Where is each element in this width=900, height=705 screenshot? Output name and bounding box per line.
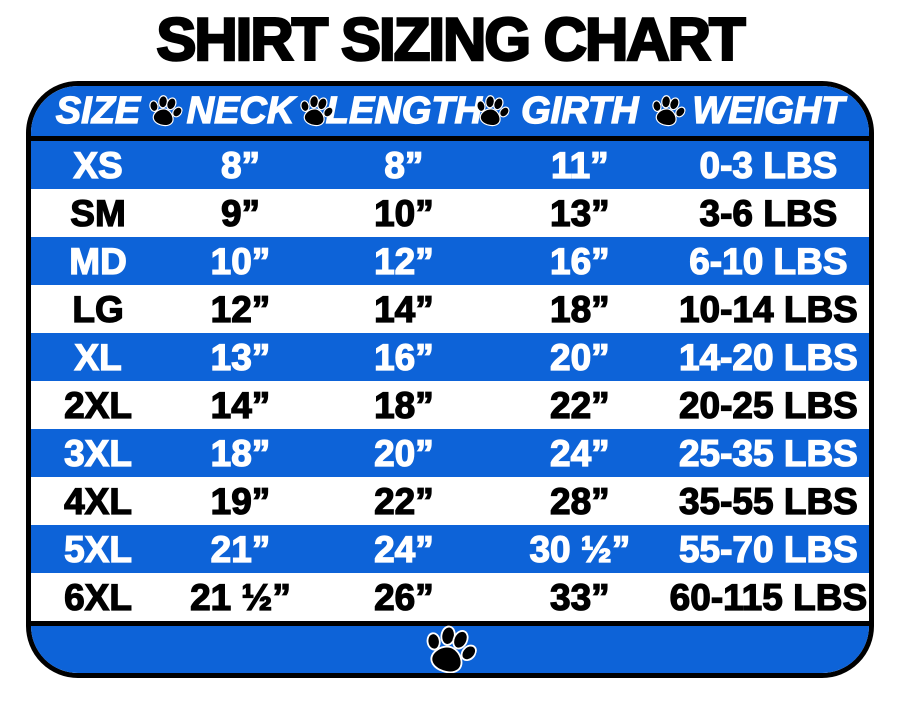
table-cell: 3XL	[63, 432, 132, 474]
header-girth: GIRTH	[520, 90, 639, 132]
table-row: LG 12” 14” 18” 10-14 LBS	[31, 285, 869, 333]
header-length: LENGTH	[325, 90, 483, 132]
table-cell: 10”	[373, 192, 434, 234]
table-cell: 18”	[373, 384, 434, 426]
table-cell: 14-20 LBS	[678, 336, 858, 378]
table-cell: 10”	[210, 240, 271, 282]
page-title: SHIRT SIZING CHART	[155, 6, 747, 73]
paw-icon	[417, 617, 483, 678]
table-cell: 25-35 LBS	[678, 432, 858, 474]
table-cell: 16”	[373, 336, 434, 378]
table-row: 4XL 19” 22” 28” 35-55 LBS	[31, 477, 869, 525]
table-cell: 21 ½”	[189, 576, 291, 618]
table-cell: 11”	[550, 144, 609, 186]
table-cell: 30 ½”	[529, 528, 631, 570]
table-cell: 14”	[373, 288, 434, 330]
table-row: XL 13” 16” 20” 14-20 LBS	[31, 333, 869, 381]
table-cell: 19”	[210, 480, 271, 522]
table-row: 6XL 21 ½” 26” 33” 60-115 LBS	[31, 573, 869, 621]
table-cell: 6XL	[63, 576, 132, 618]
table-cell: 12”	[373, 240, 434, 282]
table-cell: 18”	[210, 432, 271, 474]
table-cell: 60-115 LBS	[669, 576, 868, 618]
table-cell: 20”	[549, 336, 610, 378]
table-cell: 8”	[220, 144, 261, 186]
table-row: MD 10” 12” 16” 6-10 LBS	[31, 237, 869, 285]
table-cell: 21”	[210, 528, 271, 570]
table-row: 2XL 14” 18” 22” 20-25 LBS	[31, 381, 869, 429]
table-cell: 13”	[210, 336, 271, 378]
table-cell: 20-25 LBS	[678, 384, 858, 426]
table-row: SM 9” 10” 13” 3-6 LBS	[31, 189, 869, 237]
table-cell: MD	[69, 240, 128, 282]
table-cell: SM	[70, 192, 127, 234]
header-weight: WEIGHT	[692, 90, 845, 132]
table-cell: 10-14 LBS	[678, 288, 858, 330]
table-cell: 13”	[549, 192, 610, 234]
table-cell: 18”	[549, 288, 610, 330]
table-cell: 16”	[549, 240, 610, 282]
table-header: SIZE NECK LENGTH GIRTH WEIGHT	[31, 86, 869, 141]
table-cell: 4XL	[63, 480, 132, 522]
table-row: 5XL 21” 24” 30 ½” 55-70 LBS	[31, 525, 869, 573]
table-cell: 5XL	[63, 528, 132, 570]
table-footer	[31, 621, 869, 673]
table-cell: 3-6 LBS	[699, 192, 838, 234]
table-cell: 22”	[373, 480, 434, 522]
table-row: XS 8” 8” 11” 0-3 LBS	[31, 141, 869, 189]
table-row: 3XL 18” 20” 24” 25-35 LBS	[31, 429, 869, 477]
table-cell: 24”	[549, 432, 610, 474]
table-cell: 2XL	[63, 384, 132, 426]
header-size: SIZE	[55, 90, 141, 132]
table-cell: 20”	[373, 432, 434, 474]
table-cell: 8”	[384, 144, 424, 186]
sizing-table: SIZE NECK LENGTH GIRTH WEIGHT XS 8” 8” 11” 0…	[26, 81, 874, 678]
table-rows: XS 8” 8” 11” 0-3 LBS SM 9” 10” 13” 3-6 LBS MD 10” 12…	[31, 141, 869, 621]
table-cell: 14”	[210, 384, 271, 426]
table-cell: 55-70 LBS	[678, 528, 858, 570]
table-cell: LG	[72, 288, 125, 330]
table-cell: 0-3 LBS	[699, 144, 838, 186]
table-cell: 35-55 LBS	[678, 480, 858, 522]
table-cell: 33”	[549, 576, 610, 618]
table-cell: 24”	[373, 528, 434, 570]
table-cell: 22”	[549, 384, 610, 426]
table-cell: 12”	[210, 288, 271, 330]
header-neck: NECK	[186, 90, 295, 132]
table-cell: XL	[74, 336, 123, 378]
table-cell: 9”	[220, 192, 261, 234]
table-cell: XS	[73, 144, 124, 186]
table-cell: 26”	[373, 576, 434, 618]
table-cell: 6-10 LBS	[689, 240, 849, 282]
table-cell: 28”	[549, 480, 610, 522]
